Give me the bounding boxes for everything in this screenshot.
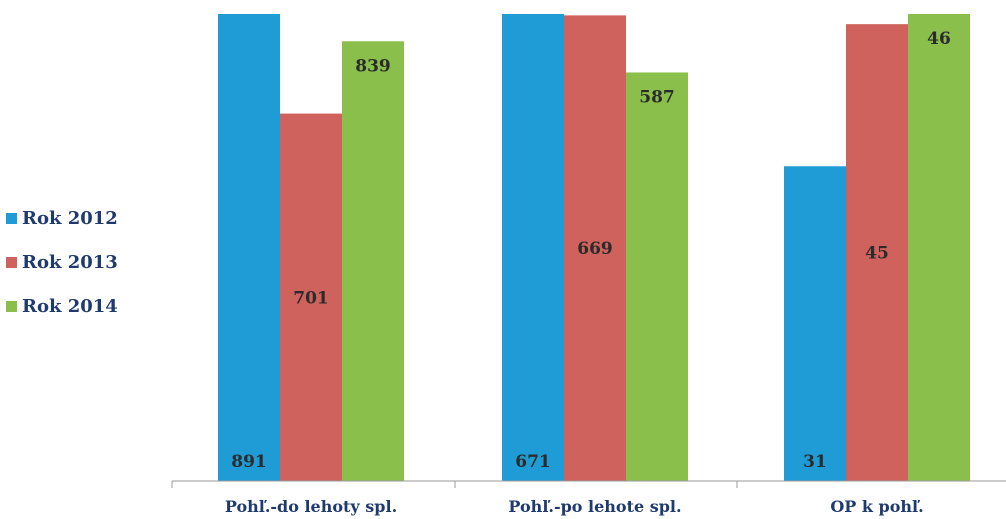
legend-swatch-2014 — [6, 300, 17, 312]
bar-1-3 — [342, 41, 404, 482]
value-label-3-3: 46 — [927, 29, 951, 49]
x-tick-label-3: OP k pohľ. — [830, 497, 923, 516]
bar-3-1 — [784, 166, 846, 482]
value-label-1-3: 839 — [355, 56, 391, 76]
legend-label-2013: Rok 2013 — [22, 251, 118, 273]
value-label-3-2: 45 — [865, 244, 889, 264]
value-label-1-2: 701 — [293, 288, 329, 308]
legend-swatch-2013 — [6, 256, 17, 268]
bar-3-2 — [846, 24, 908, 482]
bar-1-2 — [280, 113, 342, 481]
legend-label-2014: Rok 2014 — [22, 295, 118, 317]
value-label-2-2: 669 — [577, 239, 613, 259]
value-label-2-1: 671 — [515, 452, 551, 472]
bar-3-3 — [908, 14, 970, 481]
value-label-1-1: 891 — [231, 452, 267, 472]
bar-2-2 — [564, 15, 626, 481]
legend-item-2014: Rok 2014 — [6, 284, 118, 328]
bar-2-3 — [626, 72, 688, 481]
x-tick-label-1: Pohľ.-do lehoty spl. — [225, 497, 397, 516]
bar-1-1 — [218, 14, 280, 481]
x-tick-label-2: Pohľ.-po lehote spl. — [508, 497, 681, 516]
legend-label-2012: Rok 2012 — [22, 207, 118, 229]
legend-item-2012: Rok 2012 — [6, 196, 118, 240]
legend: Rok 2012 Rok 2013 Rok 2014 — [6, 196, 118, 328]
legend-swatch-2012 — [6, 212, 17, 224]
bar-2-1 — [502, 14, 564, 481]
value-label-2-3: 587 — [639, 87, 675, 107]
value-label-3-1: 31 — [803, 452, 827, 472]
legend-item-2013: Rok 2013 — [6, 240, 118, 284]
